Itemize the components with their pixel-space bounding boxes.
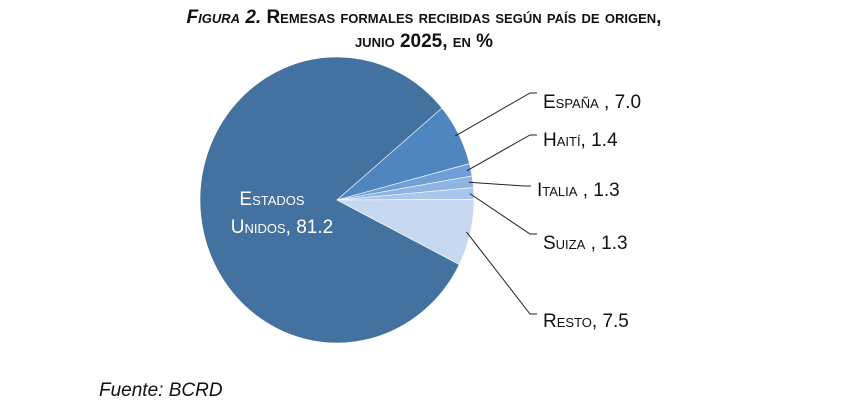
- leader-line-resto: [466, 231, 537, 315]
- leader-line-suiza: [469, 193, 537, 235]
- chart-source: Fuente: BCRD: [99, 380, 223, 401]
- slice-label-haití: Haití, 1.4: [543, 130, 618, 151]
- chart-title-line-1: Figura 2. Remesas formales recibidas seg…: [0, 6, 848, 30]
- slice-label-line: Unidos, 81.2: [231, 217, 333, 238]
- pie-slice-estados-unidos: [199, 56, 460, 344]
- slice-label-resto: Resto, 7.5: [543, 311, 629, 332]
- slice-label-españa: España , 7.0: [543, 92, 641, 113]
- slice-label-estados-unidos: Estados Unidos, 81.2: [231, 189, 333, 238]
- labels-layer: Estados Unidos, 81.2 España , 7.0 Haití, 1.…: [231, 92, 641, 332]
- leader-line-haití: [466, 134, 537, 172]
- title-text: Remesas formales recibidas según país de…: [266, 7, 662, 28]
- pie-slice-resto: [336, 198, 475, 265]
- leaders-layer: [454, 92, 537, 315]
- slice-label-italia: Italia , 1.3: [537, 180, 620, 201]
- figure-label: Figura 2.: [186, 7, 262, 28]
- leader-line-españa: [454, 92, 537, 137]
- chart-title-line-2: junio 2025, en %: [354, 31, 494, 52]
- leader-line-italia: [468, 181, 531, 187]
- slice-label-line: Estados: [239, 189, 304, 210]
- slices-layer: [199, 56, 475, 344]
- chart-title: Figura 2. Remesas formales recibidas seg…: [0, 6, 848, 54]
- slice-label-suiza: Suiza , 1.3: [543, 233, 628, 254]
